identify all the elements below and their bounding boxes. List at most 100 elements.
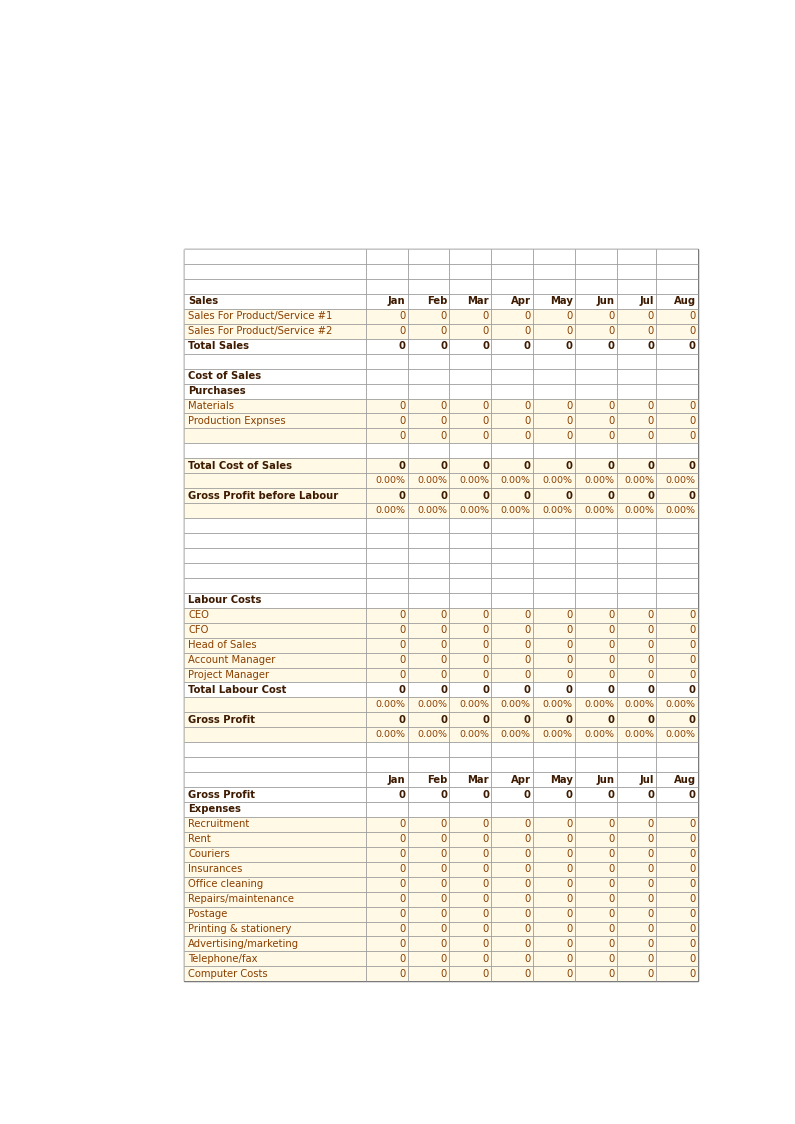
Bar [366,563,408,578]
Bar [657,772,698,787]
Bar [617,727,657,742]
Bar [491,488,533,504]
Bar [449,443,491,459]
Bar [533,967,575,981]
Bar [366,936,408,951]
Text: 0: 0 [399,655,405,665]
Bar [575,951,617,967]
Text: Apr: Apr [511,774,531,785]
Bar [575,563,617,578]
Bar [366,936,408,951]
Bar [184,727,366,742]
Bar [491,891,533,907]
Bar [184,922,366,936]
Bar [617,369,657,383]
Bar [408,742,449,758]
Bar [575,877,617,891]
Bar [533,713,575,727]
Bar [575,369,617,383]
Bar [408,668,449,682]
Bar [617,518,657,533]
Bar [617,414,657,428]
Bar [449,549,491,563]
Bar [533,459,575,473]
Bar [617,772,657,787]
Bar [366,549,408,563]
Text: 0: 0 [608,954,615,964]
Text: 0: 0 [399,924,405,934]
Text: 0: 0 [648,834,654,844]
Bar [657,518,698,533]
Bar [575,623,617,637]
Bar [657,727,698,742]
Bar [449,742,491,758]
Bar [491,742,533,758]
Text: 0: 0 [689,969,696,979]
Text: Cost of Sales: Cost of Sales [188,371,262,381]
Bar [491,250,533,264]
Bar [491,459,533,473]
Text: 0: 0 [525,834,531,844]
Text: 0: 0 [440,610,447,620]
Bar [657,250,698,264]
Bar [184,877,366,891]
Bar [408,592,449,608]
Bar [617,682,657,697]
Bar [617,862,657,877]
Bar [408,354,449,369]
Bar [533,697,575,713]
Text: 0: 0 [566,850,572,860]
Bar [657,488,698,504]
Bar [617,623,657,637]
Text: 0: 0 [647,715,654,725]
Bar [449,623,491,637]
Text: 0: 0 [647,685,654,695]
Bar [491,279,533,294]
Bar [408,922,449,936]
Bar [533,294,575,309]
Bar [575,354,617,369]
Text: 0: 0 [566,894,572,904]
Bar [617,383,657,399]
Bar [533,414,575,428]
Bar [366,907,408,922]
Text: Office cleaning: Office cleaning [188,879,263,889]
Text: 0: 0 [608,670,615,680]
Bar [408,877,449,891]
Text: 0: 0 [566,670,572,680]
Bar [657,862,698,877]
Bar [617,383,657,399]
Bar [408,637,449,653]
Bar [575,294,617,309]
Bar [533,803,575,817]
Bar [449,682,491,697]
Bar [533,697,575,713]
Bar [449,578,491,592]
Bar [408,787,449,803]
Bar [575,682,617,697]
Text: 0: 0 [398,715,405,725]
Bar [449,354,491,369]
Text: 0: 0 [483,924,489,934]
Bar [408,563,449,578]
Bar [184,279,366,294]
Text: 0: 0 [608,939,615,949]
Text: 0: 0 [648,969,654,979]
Bar [366,832,408,846]
Bar [491,936,533,951]
Bar [533,250,575,264]
Text: Total Cost of Sales: Total Cost of Sales [188,461,292,471]
Text: 0: 0 [566,311,572,321]
Bar [184,832,366,846]
Bar [408,891,449,907]
Bar [184,250,698,981]
Bar [491,922,533,936]
Bar [575,383,617,399]
Bar [575,772,617,787]
Bar [449,817,491,832]
Bar [449,473,491,488]
Bar [617,563,657,578]
Bar [617,846,657,862]
Bar [657,504,698,518]
Bar [617,488,657,504]
